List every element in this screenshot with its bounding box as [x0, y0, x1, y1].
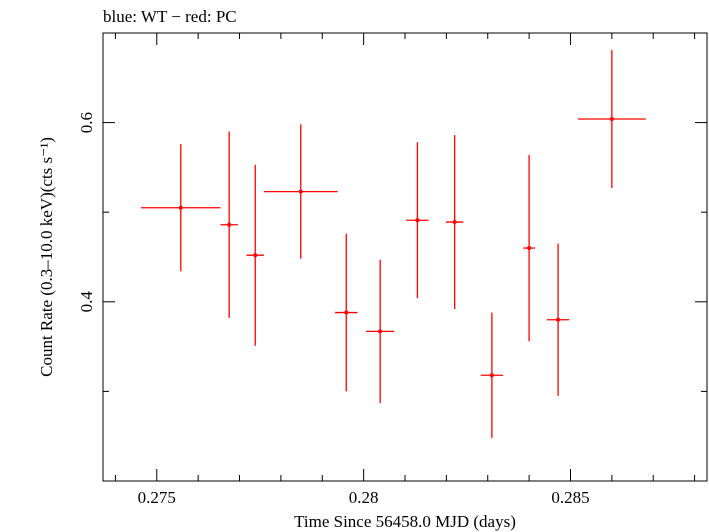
data-point — [263, 124, 338, 259]
data-point — [445, 135, 464, 309]
point-marker — [452, 220, 457, 225]
data-points — [141, 50, 646, 438]
point-marker — [178, 205, 183, 210]
y-tick-label: 0.6 — [77, 112, 96, 133]
data-point — [141, 144, 221, 272]
point-marker — [344, 310, 349, 315]
x-tick-label: 0.275 — [138, 488, 176, 507]
point-marker — [298, 189, 303, 194]
x-tick-label: 0.285 — [551, 488, 589, 507]
chart-title: blue: WT − red: PC — [103, 7, 237, 26]
y-axis-label: Count Rate (0.3–10.0 keV)(cts s⁻¹) — [37, 137, 56, 377]
data-point — [546, 243, 570, 396]
point-marker — [415, 218, 420, 223]
axis-ticks — [103, 33, 707, 482]
x-axis-label: Time Since 56458.0 MJD (days) — [294, 512, 516, 531]
data-point — [523, 154, 535, 342]
tick-labels: 0.275 0.28 0.285 0.4 0.6 — [77, 112, 590, 507]
plot-frame — [102, 32, 708, 482]
data-point — [577, 50, 646, 189]
point-marker — [253, 253, 258, 258]
point-marker — [609, 117, 614, 122]
point-marker — [378, 329, 383, 334]
data-point — [366, 259, 395, 404]
data-point — [406, 142, 429, 299]
data-point — [220, 131, 238, 318]
point-marker — [227, 222, 232, 227]
point-marker — [489, 373, 494, 378]
data-point — [480, 312, 504, 438]
point-marker — [527, 246, 532, 251]
x-tick-label: 0.28 — [349, 488, 379, 507]
data-point — [246, 164, 264, 346]
y-tick-label: 0.4 — [77, 291, 96, 313]
point-marker — [556, 317, 561, 322]
data-point — [335, 233, 358, 392]
